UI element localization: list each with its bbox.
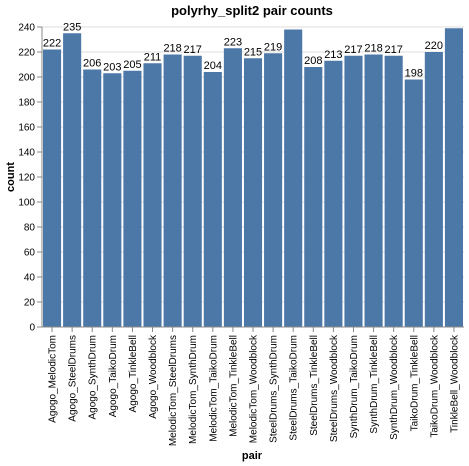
data-label: 213 <box>324 49 342 61</box>
data-label: 198 <box>405 68 423 80</box>
data-label: 205 <box>123 59 141 71</box>
bar <box>223 48 242 327</box>
y-tick-label: 140 <box>18 148 35 159</box>
y-tick-label: 160 <box>18 123 35 134</box>
data-label: 217 <box>344 44 362 56</box>
x-tick-label: TaikoDrum_Woodblock <box>429 334 440 438</box>
data-label: 222 <box>43 38 61 50</box>
y-tick-label: 100 <box>18 198 35 209</box>
x-tick-label: SteelDrums_TinkleBell <box>309 335 320 436</box>
x-tick-label: Agogo_SynthDrum <box>88 335 99 420</box>
bar <box>163 54 182 327</box>
bar <box>203 72 222 327</box>
y-tick-label: 80 <box>24 223 36 234</box>
data-label: 217 <box>384 44 402 56</box>
x-tick-label: MelodicTom_TinkleBell <box>228 335 239 437</box>
y-tick-label: 240 <box>18 23 35 34</box>
x-tick-label: MelodicTom_SteelDrums <box>168 335 179 446</box>
x-tick-label: Agogo_MelodicTom <box>48 335 59 423</box>
bar <box>404 79 423 327</box>
x-tick-label: SteelDrums_SynthDrum <box>269 335 280 443</box>
data-label: 215 <box>244 46 262 58</box>
bar <box>364 54 383 327</box>
bar <box>183 55 202 327</box>
bar <box>63 33 82 327</box>
data-label: 219 <box>264 41 282 53</box>
x-tick-label: SynthDrum_TinkleBell <box>369 335 380 434</box>
x-tick-label: Agogo_SteelDrums <box>68 335 79 422</box>
y-tick-label: 220 <box>18 48 35 59</box>
y-tick-label: 0 <box>29 323 35 334</box>
bar <box>344 55 363 327</box>
x-tick-label: SteelDrums_TaikoDrum <box>289 335 300 441</box>
x-tick-label: MelodicTom_TaikoDrum <box>208 335 219 442</box>
x-tick-label: MelodicTom_SynthDrum <box>188 335 199 444</box>
data-label: 220 <box>425 40 443 52</box>
data-label: 223 <box>224 36 242 48</box>
x-tick-label: TinkleBell_Woodblock <box>449 334 460 433</box>
bar <box>304 67 323 327</box>
x-tick-label: Agogo_TinkleBell <box>128 335 139 412</box>
data-label: 235 <box>63 21 81 33</box>
bar <box>264 53 283 327</box>
bar <box>103 73 122 327</box>
data-label: 206 <box>83 58 101 70</box>
x-tick-label: TaikoDrum_TinkleBell <box>409 335 420 431</box>
y-tick-label: 60 <box>24 248 36 259</box>
chart-title: polyrhy_split2 pair counts <box>171 3 333 18</box>
bar <box>424 52 443 327</box>
y-tick-label: 200 <box>18 73 35 84</box>
y-tick-label: 40 <box>24 273 36 284</box>
bar <box>444 28 463 327</box>
x-axis: Agogo_MelodicTom Agogo_SteelDrums Agogo_Sy… <box>42 326 464 446</box>
x-axis-title: pair <box>242 450 263 462</box>
data-label: 218 <box>163 43 181 55</box>
y-axis: 0 20 40 60 80 100 120 140 160 180 200 220 240 <box>18 23 43 334</box>
x-tick-label: SynthDrum_TaikoDrum <box>349 335 360 438</box>
bar <box>243 58 263 327</box>
bar <box>43 49 62 327</box>
x-tick-label: SynthDrum_Woodblock <box>389 334 400 440</box>
bar <box>123 70 142 327</box>
x-tick-label: MelodicTom_Woodblock <box>249 334 260 443</box>
y-tick-label: 20 <box>24 298 36 309</box>
y-axis-title: count <box>5 162 17 192</box>
data-label: 217 <box>184 44 202 56</box>
data-label: 204 <box>204 60 222 72</box>
y-tick-label: 180 <box>18 98 35 109</box>
data-label: 208 <box>304 55 322 67</box>
bar <box>284 29 303 327</box>
x-tick-label: Agogo_TaikoDrum <box>108 335 119 417</box>
data-label: 211 <box>144 51 162 63</box>
y-tick-label: 120 <box>18 173 35 184</box>
bar <box>143 63 162 327</box>
bar <box>384 55 403 327</box>
x-tick-label: Agogo_Woodblock <box>148 334 159 419</box>
x-tick-label: SteelDrums_Woodblock <box>329 334 340 442</box>
data-label: 203 <box>103 61 121 73</box>
bar <box>83 69 102 327</box>
bars <box>43 28 463 327</box>
bar <box>324 60 343 327</box>
data-label: 218 <box>364 43 382 55</box>
